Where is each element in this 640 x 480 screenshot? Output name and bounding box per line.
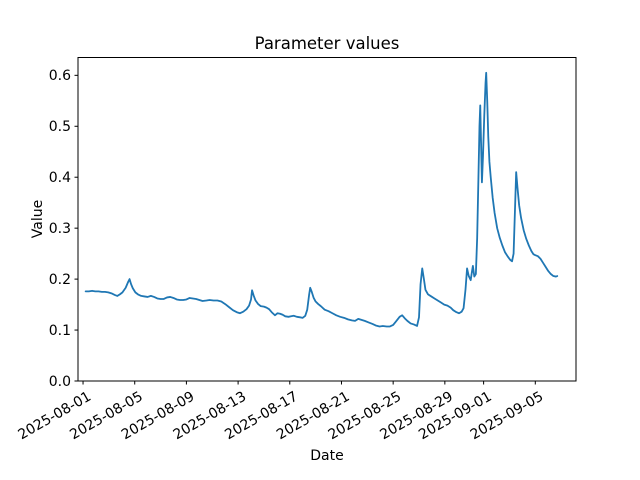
y-tick-label: 0.5 xyxy=(49,119,71,135)
y-tick: 0.5 xyxy=(49,119,78,135)
y-tick: 0.3 xyxy=(49,221,78,237)
y-axis-label: Value xyxy=(30,200,46,238)
y-tick: 0.0 xyxy=(49,374,78,390)
y-tick-label: 0.3 xyxy=(49,221,71,237)
y-tick-label: 0.1 xyxy=(49,323,71,339)
y-tick: 0.4 xyxy=(49,170,78,186)
y-tick-label: 0.6 xyxy=(49,68,71,84)
y-tick-label: 0.0 xyxy=(49,374,71,390)
y-tick: 0.2 xyxy=(49,272,78,288)
chart-title: Parameter values xyxy=(255,34,400,53)
series-line-parameter-values xyxy=(84,71,559,328)
y-tick-label: 0.2 xyxy=(49,272,71,288)
y-tick-label: 0.4 xyxy=(49,170,71,186)
y-tick: 0.6 xyxy=(49,68,78,84)
plot-area: 0.00.10.20.30.40.50.62025-08-012025-08-0… xyxy=(16,57,577,443)
x-tick: 2025-09-05 xyxy=(468,381,546,443)
x-axis-label: Date xyxy=(310,448,343,464)
y-tick: 0.1 xyxy=(49,323,78,339)
axes-spines xyxy=(77,57,577,382)
